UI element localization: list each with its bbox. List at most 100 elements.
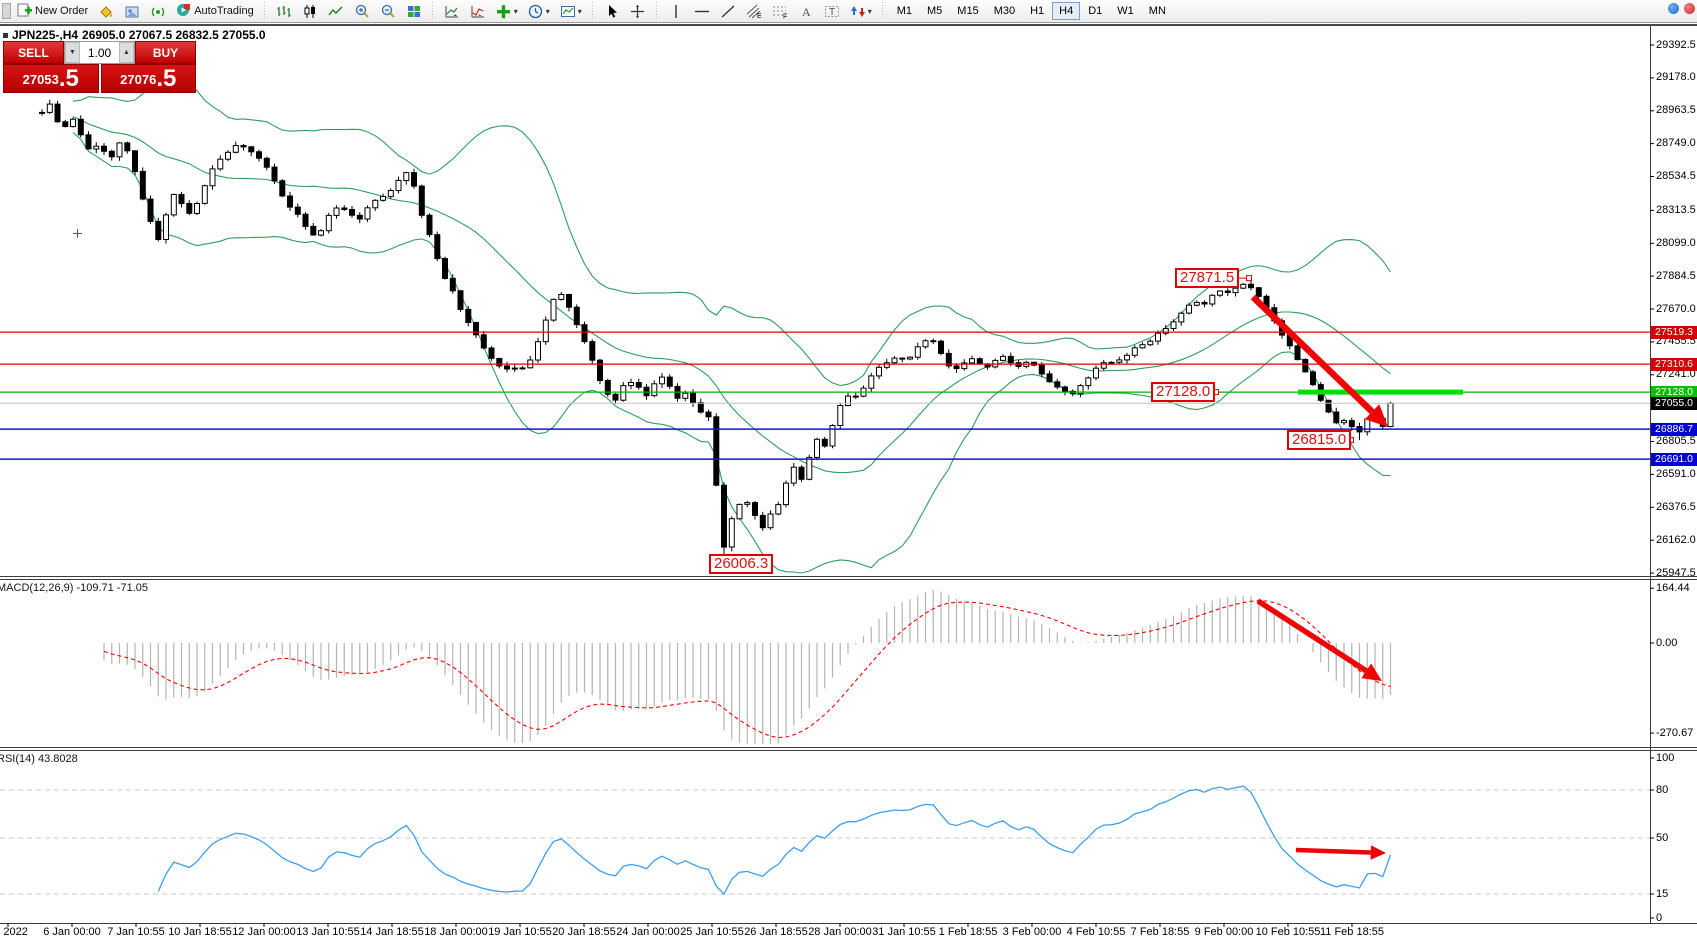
horizontal-line-icon [694, 10, 709, 12]
horizontal-lines[interactable] [0, 331, 1650, 460]
rsi-label: RSI(14) 43.8028 [0, 753, 78, 765]
autotrading-icon [176, 2, 191, 20]
new-order-icon [17, 2, 32, 20]
crosshair-button[interactable] [626, 1, 650, 21]
date-axis-label: 3 Feb 00:00 [1002, 926, 1062, 938]
paint-bucket-button[interactable] [94, 1, 118, 21]
zoom-out-button[interactable] [376, 1, 400, 21]
date-axis-label: 13 Jan 10:55 [296, 926, 360, 938]
signals-icon [152, 7, 165, 16]
price-axis-label: 28313.5 [1656, 203, 1696, 216]
bar-chart-button[interactable] [272, 1, 296, 21]
vertical-line-button[interactable] [664, 1, 688, 21]
price-axis-label: 26162.0 [1656, 533, 1696, 546]
timeframe-button-m30[interactable]: M30 [987, 2, 1022, 20]
price-axis-label: 27884.5 [1656, 269, 1696, 282]
chevron-down-icon: ▾ [577, 6, 582, 16]
crosshair-icon [631, 4, 645, 18]
signals-button[interactable] [146, 1, 170, 21]
toolbar-separator [589, 2, 596, 20]
screenshot-button[interactable] [120, 1, 144, 21]
volume-down-button[interactable]: ▼ [65, 42, 80, 63]
price-axis-label: 29392.5 [1656, 38, 1696, 51]
price-badge: 27310.6 [1651, 357, 1697, 371]
toolbar-separator [879, 2, 886, 20]
buy-button[interactable]: BUY [135, 41, 196, 64]
price-badge: 27519.3 [1651, 325, 1697, 339]
indicator-window-icon [445, 5, 458, 17]
cursor-icon [608, 4, 617, 18]
date-axis-label: 19 Jan 10:55 [488, 926, 552, 938]
macd-axis-label: 0.00 [1656, 636, 1678, 649]
date-axis-label: 18 Jan 00:00 [424, 926, 488, 938]
price-callout[interactable]: 26815.0 [1287, 430, 1352, 451]
svg-text:T: T [829, 7, 835, 18]
mouse-crosshair-mark [73, 229, 82, 238]
equidistant-channel-icon: E [746, 4, 762, 19]
svg-text:E: E [757, 13, 762, 19]
timeframe-button-d1[interactable]: D1 [1081, 2, 1109, 20]
window-icon-blue[interactable] [1668, 3, 1679, 14]
date-axis-label: 12 Jan 00:00 [232, 926, 296, 938]
price-callout[interactable]: 26006.3 [709, 554, 774, 575]
trendline-button[interactable] [716, 1, 740, 21]
date-axis-label: 9 Feb 00:00 [1194, 926, 1254, 938]
data-window-button[interactable] [466, 1, 490, 21]
price-badge: 26691.0 [1651, 452, 1697, 466]
timeframe-button-m1[interactable]: M1 [890, 2, 919, 20]
price-callout[interactable]: 27128.0 [1151, 382, 1216, 403]
autotrading-button[interactable]: AutoTrading [172, 1, 258, 21]
rsi-axis-label: 50 [1656, 831, 1669, 844]
price-badge: 26886.7 [1651, 422, 1697, 436]
macd-label: MACD(12,26,9) -109.71 -71.05 [0, 582, 149, 594]
macd-axis-label: -270.67 [1656, 726, 1694, 739]
timeframe-button-m5[interactable]: M5 [920, 2, 949, 20]
clock-icon [528, 4, 542, 18]
text-label-button[interactable]: T [820, 1, 844, 21]
axis-ticks [7, 44, 1654, 927]
volume-up-button[interactable]: ▲ [119, 42, 134, 63]
fibonacci-button[interactable]: F [768, 1, 792, 21]
timeframe-button-mn[interactable]: MN [1142, 2, 1173, 20]
add-indicator-button[interactable]: ▾ [492, 1, 522, 21]
zoom-in-button[interactable] [350, 1, 374, 21]
equidistant-channel-button[interactable]: E [742, 1, 766, 21]
date-axis-label: 1 Feb 18:55 [938, 926, 998, 938]
line-chart-button[interactable] [324, 1, 348, 21]
panel-borders [0, 26, 1697, 924]
trend-arrows[interactable] [1250, 294, 1388, 860]
timeframe-button-h1[interactable]: H1 [1023, 2, 1051, 20]
buy-price[interactable]: 27076.5 [100, 64, 196, 93]
date-axis-label: an 2022 [0, 926, 28, 938]
date-axis-label: 7 Feb 18:55 [1130, 926, 1190, 938]
volume-input[interactable]: 1.00 [80, 42, 119, 63]
horizontal-line-button[interactable] [690, 1, 714, 21]
volume-stepper: ▼ 1.00 ▲ [64, 41, 135, 64]
sell-price[interactable]: 27053.5 [3, 64, 99, 93]
arrows-button[interactable]: ▾ [846, 1, 876, 21]
sell-button[interactable]: SELL [3, 41, 64, 64]
data-window-icon [471, 5, 484, 17]
buy-price-fraction: .5 [156, 65, 177, 92]
price-axis-label: 26591.0 [1656, 467, 1696, 480]
timeframe-button-w1[interactable]: W1 [1110, 2, 1141, 20]
text-icon: A [802, 5, 811, 19]
tile-windows-button[interactable] [402, 1, 426, 21]
price-axis-label: 28963.5 [1656, 104, 1696, 117]
templates-button[interactable]: ▾ [556, 1, 586, 21]
timeframe-button-h4[interactable]: H4 [1052, 2, 1081, 20]
price-callout[interactable]: 27871.5 [1175, 268, 1240, 289]
new-order-button[interactable]: New Order [13, 1, 92, 21]
price-axis-label: 26376.5 [1656, 500, 1696, 513]
timeframe-button-m15[interactable]: M15 [950, 2, 985, 20]
periods-button[interactable]: ▾ [524, 1, 554, 21]
text-button[interactable]: A [794, 1, 818, 21]
rsi-axis-label: 0 [1656, 911, 1663, 924]
window-icon-red[interactable] [1684, 3, 1695, 14]
cursor-button[interactable] [600, 1, 624, 21]
sell-price-main: 27053 [22, 72, 59, 87]
new-order-label: New Order [35, 5, 89, 17]
candlestick-chart-button[interactable] [298, 1, 322, 21]
indicator-window-button[interactable] [440, 1, 464, 21]
